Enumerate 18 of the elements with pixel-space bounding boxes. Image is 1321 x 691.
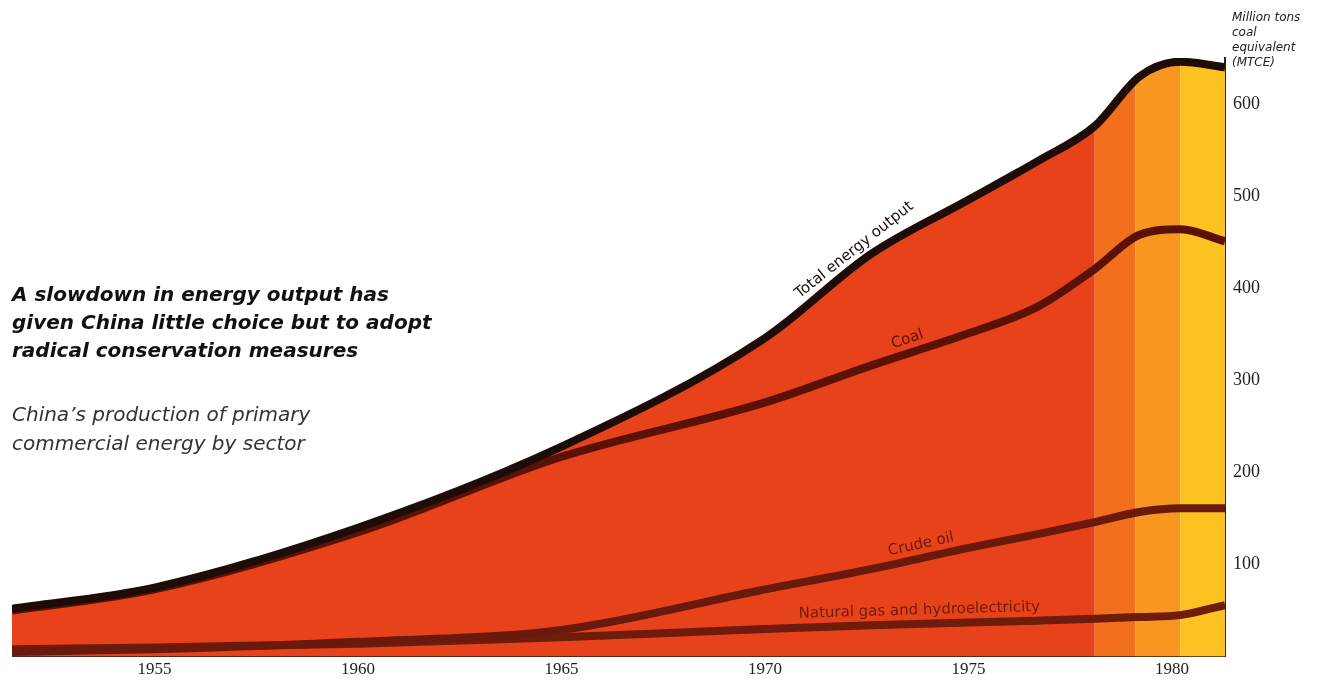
y-tick-label: 400 <box>1233 276 1260 297</box>
y-tick-label: 200 <box>1233 461 1260 482</box>
y-tick-label: 600 <box>1233 92 1260 113</box>
x-tick-label: 1960 <box>340 659 375 679</box>
y-tick-label: 500 <box>1233 184 1260 205</box>
series-label: Natural gas and hydroelectricity <box>798 596 1041 622</box>
text: Coal <box>888 324 926 352</box>
text: China’s production of primary commercial energy by sector <box>12 401 312 457</box>
x-tick-label: 1975 <box>951 659 986 679</box>
x-tick-label: 1970 <box>748 659 783 679</box>
text: Crude oil <box>885 527 956 560</box>
x-tick-label: 1980 <box>1155 659 1190 679</box>
text: A slowdown in energy output has given China little choice but to adopt radical conservation measures <box>12 281 433 364</box>
y-tick-label: 300 <box>1233 369 1260 390</box>
x-tick-label: 1955 <box>137 659 172 679</box>
y-axis-title: Million tons coal equivalent (MTCE) <box>1232 10 1302 70</box>
y-tick-label: 100 <box>1233 553 1260 574</box>
x-tick-label: 1965 <box>544 659 579 679</box>
